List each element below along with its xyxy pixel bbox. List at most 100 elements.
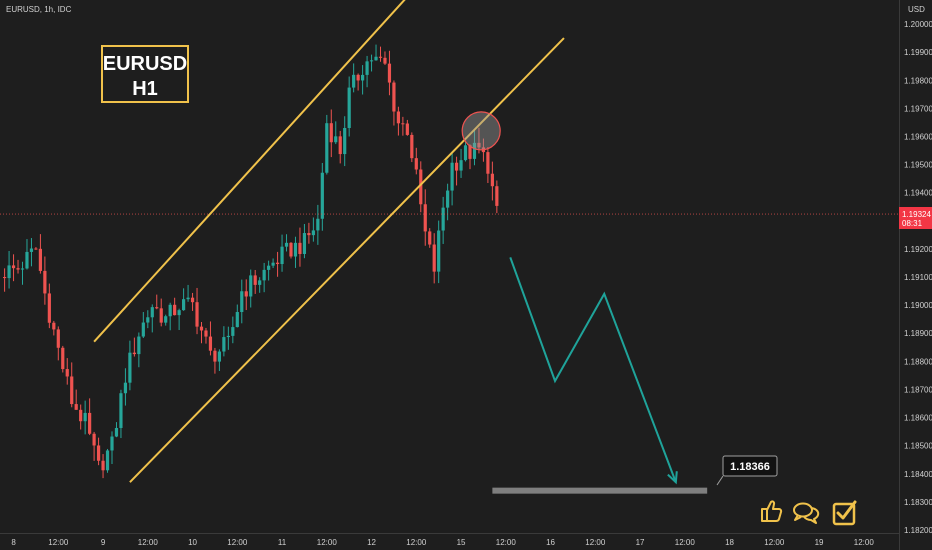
candle	[150, 304, 154, 333]
chat-bubbles-icon[interactable]	[793, 502, 820, 524]
current-price-tag-bg	[899, 207, 932, 229]
candle-body	[141, 322, 145, 337]
candle-body	[52, 322, 56, 330]
candle	[423, 189, 427, 246]
candle-body	[182, 299, 186, 311]
candle	[29, 238, 34, 267]
candle	[47, 283, 51, 329]
price-tick-label: 1.18800	[904, 357, 932, 366]
candle	[298, 227, 302, 267]
candle	[258, 277, 262, 293]
candle	[159, 298, 163, 327]
target-callout: 1.18366	[716, 455, 778, 486]
price-tick-label: 1.18200	[904, 526, 932, 535]
time-tick-label: 19	[815, 538, 824, 547]
time-tick-label: 12:00	[227, 538, 248, 547]
price-tick-label: 1.19500	[904, 161, 932, 170]
candle	[253, 269, 257, 294]
candle	[20, 261, 25, 285]
candle-body	[88, 412, 92, 434]
checkbox-icon[interactable]	[832, 500, 857, 526]
candle-body	[65, 369, 69, 377]
candle-body	[293, 242, 298, 257]
candle	[302, 223, 307, 259]
candle	[275, 251, 280, 277]
candle	[329, 109, 333, 158]
candle	[293, 236, 298, 268]
price-tick-label: 1.19100	[904, 273, 932, 282]
candle-body	[352, 74, 356, 88]
candle-body	[173, 304, 177, 316]
time-tick-label: 16	[546, 538, 555, 547]
candle-body	[217, 351, 221, 362]
candle-body	[47, 293, 51, 323]
candle	[463, 140, 468, 162]
channel-upper-line	[93, 0, 406, 343]
price-tick-label: 1.19900	[904, 48, 932, 57]
candle	[374, 44, 378, 61]
candle	[325, 114, 329, 175]
candle-body	[378, 56, 383, 58]
candle	[3, 268, 7, 292]
candle-body	[450, 162, 454, 191]
candle	[92, 431, 96, 461]
candle	[155, 294, 159, 310]
time-axis[interactable]: 8 12:00 9 12:00 10 12:00 11 12:00 12 12:00 15 12:00…	[0, 533, 899, 548]
candle-body	[34, 248, 38, 250]
candle	[459, 148, 463, 178]
candle-body	[61, 347, 65, 370]
time-tick-label: 12:00	[317, 538, 338, 547]
candle	[204, 327, 208, 344]
candle-body	[123, 382, 128, 394]
candle	[119, 389, 123, 439]
candle-body	[83, 412, 87, 422]
candle	[472, 130, 477, 166]
candle	[392, 80, 396, 126]
thumbs-up-icon[interactable]	[761, 500, 783, 522]
time-tick-label: 17	[636, 538, 645, 547]
time-tick-label: 12:00	[764, 538, 785, 547]
candle	[262, 262, 266, 293]
candle-body	[298, 242, 302, 254]
target-level-bar	[492, 487, 708, 494]
candle	[361, 65, 365, 95]
price-tick-label: 1.19000	[904, 301, 932, 310]
candle	[34, 247, 38, 250]
candle	[79, 404, 83, 430]
candle	[387, 50, 392, 96]
candle-body	[240, 291, 244, 313]
candle-body	[70, 376, 74, 405]
price-axis[interactable]: 1.20000 1.19900 1.19800 1.19700 1.19600 1.195…	[899, 0, 932, 550]
candle-body	[419, 169, 423, 205]
time-tick-label: 12:00	[496, 538, 517, 547]
candle	[419, 161, 423, 213]
current-price-countdown: 08:31	[902, 219, 923, 228]
candle-body	[365, 61, 369, 75]
candle-body	[119, 393, 123, 428]
candle	[365, 55, 369, 88]
candle	[240, 279, 244, 324]
candle-body	[392, 82, 396, 112]
current-price-tag: 1.19324 08:31	[899, 207, 932, 229]
candle-body	[244, 291, 248, 297]
candle-body	[280, 246, 284, 265]
current-price-value: 1.19324	[902, 210, 931, 219]
candle	[244, 279, 248, 311]
projection-arrowhead	[667, 471, 678, 485]
candle	[182, 288, 186, 311]
candle-body	[329, 123, 333, 143]
time-tick-label: 8	[11, 538, 16, 547]
candle-body	[74, 404, 78, 410]
candle-body	[110, 436, 114, 451]
price-tick-label: 1.19800	[904, 76, 932, 85]
candle	[38, 234, 42, 274]
label-box-frame	[101, 45, 189, 103]
candle-body	[235, 312, 239, 328]
candle	[222, 326, 226, 357]
candle	[231, 316, 235, 344]
candle-body	[168, 304, 172, 317]
candle	[137, 332, 141, 368]
candle	[369, 54, 374, 72]
candle-body	[222, 337, 226, 352]
